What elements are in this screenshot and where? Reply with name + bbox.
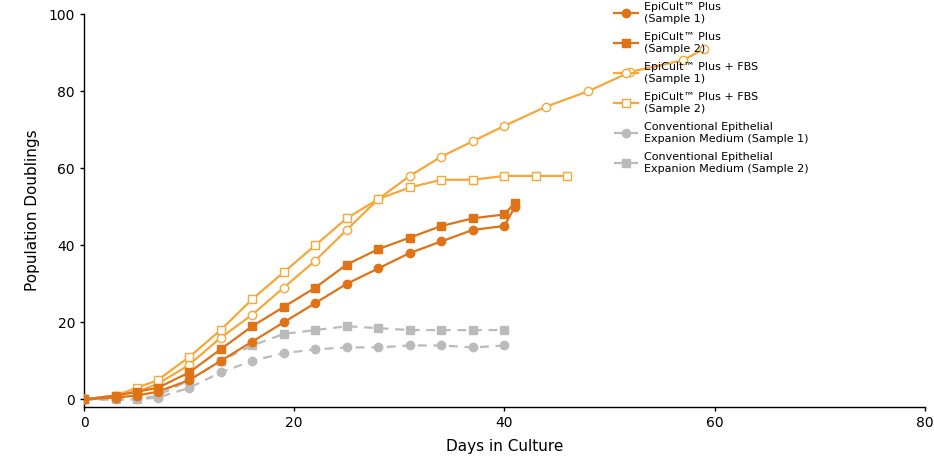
X-axis label: Days in Culture: Days in Culture [446,439,563,453]
Y-axis label: Population Doublings: Population Doublings [25,130,40,292]
Legend: EpiCult™ Plus
(Sample 1), EpiCult™ Plus
(Sample 2), EpiCult™ Plus + FBS
(Sample : EpiCult™ Plus (Sample 1), EpiCult™ Plus … [614,2,808,174]
